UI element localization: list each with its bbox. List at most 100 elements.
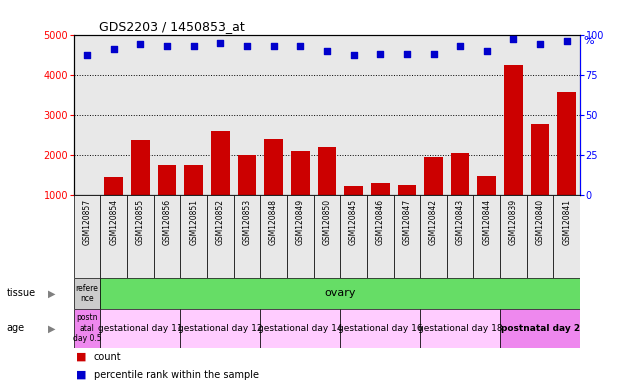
Bar bbox=[260, 195, 287, 278]
Point bbox=[481, 48, 492, 54]
Bar bbox=[504, 65, 523, 235]
Point bbox=[322, 48, 332, 54]
Text: ■: ■ bbox=[76, 370, 87, 380]
Bar bbox=[420, 309, 500, 348]
Point bbox=[162, 43, 172, 49]
Bar bbox=[371, 183, 390, 235]
Text: GSM120855: GSM120855 bbox=[136, 199, 145, 245]
Bar bbox=[500, 309, 580, 348]
Bar bbox=[451, 153, 469, 235]
Point bbox=[535, 41, 545, 47]
Bar bbox=[447, 195, 474, 278]
Point bbox=[135, 41, 146, 47]
Point bbox=[82, 52, 92, 58]
Text: %: % bbox=[583, 36, 594, 46]
Text: GSM120844: GSM120844 bbox=[482, 199, 491, 245]
Text: postnatal day 2: postnatal day 2 bbox=[501, 324, 579, 333]
Bar bbox=[158, 165, 176, 235]
Text: ▶: ▶ bbox=[48, 288, 56, 298]
Bar bbox=[553, 195, 580, 278]
Bar bbox=[131, 140, 149, 235]
Bar bbox=[211, 131, 229, 235]
Bar bbox=[500, 195, 527, 278]
Bar bbox=[260, 309, 340, 348]
Bar bbox=[74, 278, 101, 309]
Text: GSM120853: GSM120853 bbox=[242, 199, 251, 245]
Text: GSM120846: GSM120846 bbox=[376, 199, 385, 245]
Text: age: age bbox=[6, 323, 24, 333]
Text: GSM120843: GSM120843 bbox=[456, 199, 465, 245]
Bar bbox=[313, 195, 340, 278]
Text: GSM120850: GSM120850 bbox=[322, 199, 331, 245]
Text: refere
nce: refere nce bbox=[76, 284, 99, 303]
Bar bbox=[101, 195, 127, 278]
Bar bbox=[340, 195, 367, 278]
Point bbox=[562, 38, 572, 44]
Point bbox=[108, 46, 119, 52]
Bar bbox=[180, 309, 260, 348]
Text: GSM120849: GSM120849 bbox=[296, 199, 304, 245]
Bar bbox=[233, 195, 260, 278]
Text: GSM120848: GSM120848 bbox=[269, 199, 278, 245]
Text: GSM120845: GSM120845 bbox=[349, 199, 358, 245]
Text: count: count bbox=[94, 352, 122, 362]
Bar bbox=[101, 309, 180, 348]
Text: ■: ■ bbox=[76, 352, 87, 362]
Bar bbox=[478, 176, 496, 235]
Bar bbox=[127, 195, 154, 278]
Point bbox=[349, 52, 359, 58]
Text: GSM120840: GSM120840 bbox=[536, 199, 545, 245]
Bar bbox=[185, 165, 203, 235]
Text: GDS2203 / 1450853_at: GDS2203 / 1450853_at bbox=[99, 20, 245, 33]
Point bbox=[508, 36, 519, 43]
Bar bbox=[367, 195, 394, 278]
Text: gestational day 12: gestational day 12 bbox=[178, 324, 263, 333]
Text: GSM120854: GSM120854 bbox=[109, 199, 118, 245]
Bar bbox=[74, 309, 101, 348]
Text: percentile rank within the sample: percentile rank within the sample bbox=[94, 370, 259, 380]
Bar bbox=[527, 195, 553, 278]
Bar bbox=[474, 195, 500, 278]
Text: GSM120851: GSM120851 bbox=[189, 199, 198, 245]
Bar bbox=[207, 195, 233, 278]
Text: GSM120847: GSM120847 bbox=[403, 199, 412, 245]
Point bbox=[402, 51, 412, 57]
Bar bbox=[238, 155, 256, 235]
Text: gestational day 11: gestational day 11 bbox=[98, 324, 183, 333]
Text: gestational day 14: gestational day 14 bbox=[258, 324, 342, 333]
Text: ▶: ▶ bbox=[48, 323, 56, 333]
Point bbox=[455, 43, 465, 49]
Text: gestational day 16: gestational day 16 bbox=[338, 324, 422, 333]
Point bbox=[215, 40, 226, 46]
Point bbox=[242, 43, 252, 49]
Bar bbox=[291, 151, 310, 235]
Text: GSM120852: GSM120852 bbox=[216, 199, 225, 245]
Bar bbox=[154, 195, 180, 278]
Point bbox=[295, 43, 305, 49]
Bar bbox=[558, 91, 576, 235]
Text: GSM120857: GSM120857 bbox=[83, 199, 92, 245]
Point bbox=[375, 51, 385, 57]
Bar bbox=[531, 124, 549, 235]
Bar bbox=[78, 195, 96, 235]
Bar bbox=[424, 157, 443, 235]
Point bbox=[428, 51, 438, 57]
Point bbox=[269, 43, 279, 49]
Text: gestational day 18: gestational day 18 bbox=[418, 324, 503, 333]
Bar bbox=[420, 195, 447, 278]
Text: GSM120842: GSM120842 bbox=[429, 199, 438, 245]
Bar bbox=[344, 186, 363, 235]
Bar bbox=[394, 195, 420, 278]
Bar bbox=[74, 195, 101, 278]
Bar bbox=[317, 147, 337, 235]
Text: GSM120839: GSM120839 bbox=[509, 199, 518, 245]
Text: postn
atal
day 0.5: postn atal day 0.5 bbox=[72, 313, 101, 343]
Text: ovary: ovary bbox=[324, 288, 356, 298]
Bar bbox=[287, 195, 313, 278]
Bar bbox=[397, 185, 416, 235]
Text: GSM120856: GSM120856 bbox=[163, 199, 172, 245]
Point bbox=[188, 43, 199, 49]
Bar bbox=[340, 309, 420, 348]
Bar bbox=[180, 195, 207, 278]
Bar bbox=[264, 139, 283, 235]
